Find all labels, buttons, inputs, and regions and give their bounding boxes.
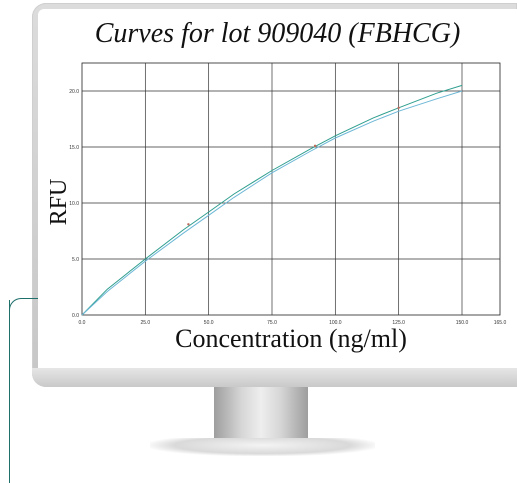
y-tick-label: 0.0 — [72, 313, 79, 319]
data-point — [313, 144, 317, 148]
data-point — [397, 106, 400, 110]
x-tick-label: 0.0 — [79, 320, 86, 326]
x-tick-label: 50.0 — [204, 320, 214, 326]
x-tick-label: 25.0 — [140, 320, 150, 326]
x-tick-label: 100.0 — [329, 320, 342, 326]
x-tick-label: 150.0 — [456, 320, 469, 326]
plot-frame — [81, 62, 501, 316]
y-tick-label: 5.0 — [72, 257, 79, 263]
x-tick-label: 75.0 — [267, 320, 277, 326]
series-line-2 — [81, 90, 463, 316]
x-tick-label: 125.0 — [392, 320, 405, 326]
grid-layer — [81, 62, 501, 316]
monitor-stand-neck — [214, 387, 308, 443]
x-tick-label: 165.0 — [494, 320, 507, 326]
monitor-bezel-bottom — [32, 368, 517, 387]
ticks-layer: 0.0 25.0 50.0 75.0 100.0 125.0 150.0 165.0 0.0 5.… — [69, 89, 506, 326]
y-tick-label: 20.0 — [69, 89, 79, 95]
callout-connector-line — [9, 300, 10, 483]
monitor-screen — [38, 9, 517, 368]
x-axis-label: Concentration (ng/ml) — [175, 324, 407, 353]
y-tick-label: 15.0 — [69, 145, 79, 151]
points-layer — [187, 106, 400, 226]
monitor-stand-base — [150, 438, 375, 456]
y-tick-label: 10.0 — [69, 201, 79, 207]
data-point — [187, 223, 190, 226]
chart-title: Curves for lot 909040 (FBHCG) — [94, 18, 461, 49]
